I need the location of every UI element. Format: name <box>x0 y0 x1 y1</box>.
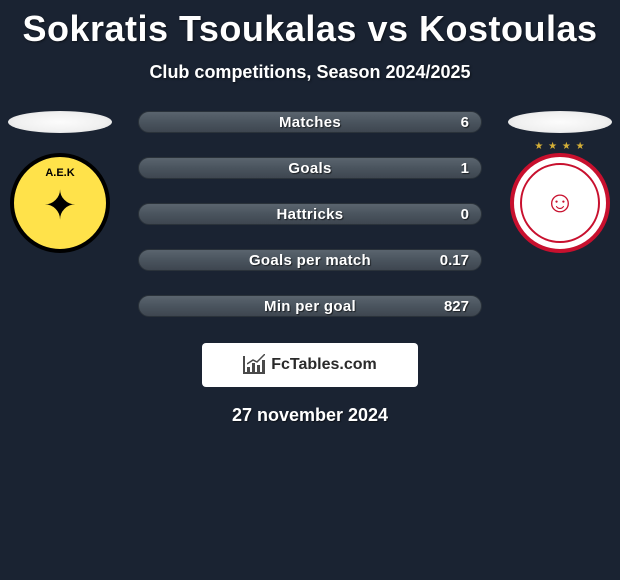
stat-label: Goals per match <box>249 252 371 269</box>
stat-row-min-per-goal: Min per goal 827 <box>138 295 482 317</box>
player-silhouette-left <box>8 111 112 133</box>
stat-right-value: 6 <box>461 114 469 131</box>
stat-right-value: 0.17 <box>440 252 469 269</box>
brand-name: FcTables.com <box>271 356 377 374</box>
comparison-panel: A.E.K ✦ ★ ★ ★ ★ ☺ Matches 6 Goals 1 Hatt… <box>0 111 620 317</box>
snapshot-date: 27 november 2024 <box>0 405 620 426</box>
stat-row-matches: Matches 6 <box>138 111 482 133</box>
stat-row-goals-per-match: Goals per match 0.17 <box>138 249 482 271</box>
player-silhouette-right <box>508 111 612 133</box>
club-badge-olympiacos: ★ ★ ★ ★ ☺ <box>510 153 610 253</box>
chart-icon <box>243 356 265 374</box>
stat-label: Goals <box>288 160 331 177</box>
stat-right-value: 827 <box>444 298 469 315</box>
page-title: Sokratis Tsoukalas vs Kostoulas <box>0 0 620 50</box>
stat-right-value: 0 <box>461 206 469 223</box>
stat-row-hattricks: Hattricks 0 <box>138 203 482 225</box>
stat-label: Hattricks <box>277 206 344 223</box>
stat-right-value: 1 <box>461 160 469 177</box>
stat-label: Min per goal <box>264 298 356 315</box>
player-column-right: ★ ★ ★ ★ ☺ <box>500 111 620 253</box>
player-column-left: A.E.K ✦ <box>0 111 120 253</box>
stat-row-goals: Goals 1 <box>138 157 482 179</box>
club-badge-aek: A.E.K ✦ <box>10 153 110 253</box>
club-badge-aek-label: A.E.K <box>45 167 74 179</box>
stats-list: Matches 6 Goals 1 Hattricks 0 Goals per … <box>138 111 482 317</box>
eagle-icon: ✦ <box>43 186 77 226</box>
page-subtitle: Club competitions, Season 2024/2025 <box>0 62 620 83</box>
brand-box[interactable]: FcTables.com <box>202 343 418 387</box>
stars-icon: ★ ★ ★ ★ <box>534 141 585 152</box>
stat-label: Matches <box>279 114 341 131</box>
profile-icon: ☺ <box>545 188 576 218</box>
